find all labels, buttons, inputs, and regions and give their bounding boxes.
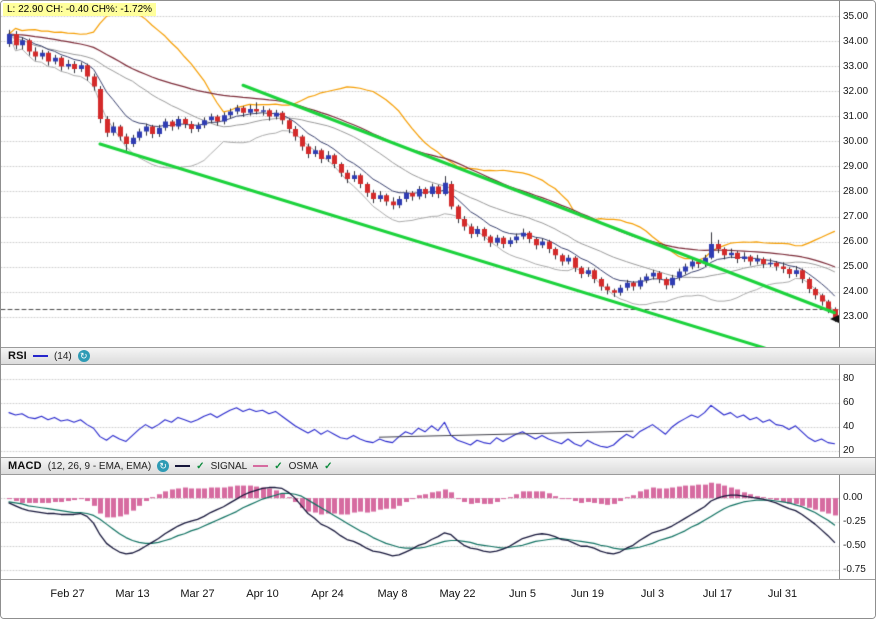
x-axis-date-label: May 22 [439, 588, 476, 600]
y-axis-tick-label: 26.00 [843, 235, 869, 247]
macd-line-sample-icon [175, 465, 191, 467]
macd-panel: 0.00 -0.25 -0.50 -0.75 [1, 475, 875, 579]
osma-visibility-check-icon[interactable]: ✓ [274, 460, 283, 472]
y-axis-tick-label: 28.00 [843, 185, 869, 197]
y-axis-tick-label: 29.00 [843, 160, 869, 172]
y-axis-tick-label: 33.00 [843, 60, 869, 72]
rsi-properties-icon[interactable]: ↻ [77, 350, 90, 362]
macd-title: MACD [8, 460, 42, 472]
x-axis-date-label: Apr 24 [311, 588, 344, 600]
y-axis-tick-label: 23.00 [843, 310, 869, 322]
time-axis: Feb 27 Mar 13 Mar 27 Apr 10 Apr 24 May 8 May 2… [1, 579, 875, 618]
x-axis-date-label: Apr 10 [246, 588, 279, 600]
rsi-line-sample-icon [32, 355, 48, 357]
price-chart-canvas[interactable] [1, 1, 839, 347]
osma-legend-label: OSMA [288, 460, 319, 472]
y-axis-tick-label: 32.00 [843, 85, 869, 97]
y-axis-tick-label: 80 [843, 373, 855, 385]
y-axis-tick-label: -0.75 [843, 564, 866, 576]
y-axis-tick-label: 60 [843, 397, 855, 409]
x-axis-date-label: May 8 [377, 588, 408, 600]
macd-visibility-check-icon[interactable]: ✓ [324, 460, 333, 472]
y-axis-tick-label: 35.00 [843, 10, 869, 22]
y-axis-tick-label: 24.00 [843, 285, 869, 297]
rsi-header: RSI (14) ↻ [1, 347, 875, 365]
macd-chart-canvas[interactable] [1, 475, 839, 579]
y-axis-tick-label: 0.00 [843, 492, 863, 504]
signal-visibility-check-icon[interactable]: ✓ [196, 460, 205, 472]
y-axis-tick-label: 31.00 [843, 110, 869, 122]
x-axis-date-label: Feb 27 [50, 588, 85, 600]
y-axis-tick-label: 30.00 [843, 135, 869, 147]
macd-header: MACD (12, 26, 9 - EMA, EMA) ↻ ✓ SIGNAL ✓… [1, 457, 875, 475]
y-axis-tick-label: 20 [843, 445, 855, 456]
price-panel: 35.00 34.00 33.00 32.00 31.00 30.00 29.00 28.00… [1, 1, 875, 347]
x-axis-date-label: Jun 19 [570, 588, 605, 600]
x-axis-date-label: Jul 31 [767, 588, 798, 600]
y-axis-tick-label: 25.00 [843, 260, 869, 272]
macd-properties-icon[interactable]: ↻ [157, 460, 170, 472]
rsi-title: RSI [8, 350, 27, 362]
x-axis-date-label: Jun 5 [509, 588, 536, 600]
y-axis-tick-label: 34.00 [843, 35, 869, 47]
x-axis-date-label: Jul 17 [702, 588, 733, 600]
rsi-params: (14) [53, 350, 72, 362]
price-y-axis: 35.00 34.00 33.00 32.00 31.00 30.00 29.00 28.00… [839, 1, 875, 347]
macd-params: (12, 26, 9 - EMA, EMA) [47, 460, 152, 472]
rsi-y-axis: 80 60 40 20 [839, 365, 875, 457]
x-axis-date-label: Mar 27 [180, 588, 215, 600]
y-axis-tick-label: 40 [843, 421, 855, 432]
y-axis-tick-label: -0.50 [843, 540, 866, 552]
rsi-panel: 80 60 40 20 [1, 365, 875, 457]
x-axis-date-label: Jul 3 [640, 588, 665, 600]
y-axis-tick-label: -0.25 [843, 516, 866, 528]
quote-badge: L: 22.90 CH: -0.40 CH%: -1.72% [3, 3, 157, 16]
macd-y-axis: 0.00 -0.25 -0.50 -0.75 [839, 475, 875, 579]
y-axis-tick-label: 27.00 [843, 210, 869, 222]
rsi-chart-canvas[interactable] [1, 365, 839, 457]
osma-line-sample-icon [253, 465, 269, 467]
signal-legend-label: SIGNAL [210, 460, 248, 472]
x-axis-date-label: Mar 13 [115, 588, 150, 600]
